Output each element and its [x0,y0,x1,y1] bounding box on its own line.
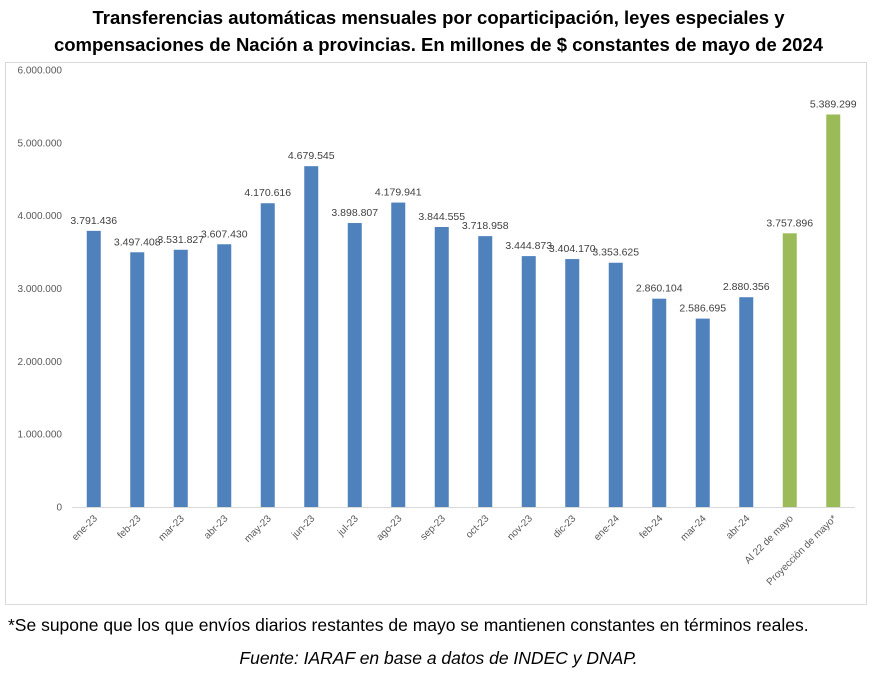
x-tick-label: jul-23 [335,513,361,539]
chart-title-line-2: compensaciones de Nación a provincias. E… [53,34,824,55]
bar-17 [782,233,797,507]
bar-10 [478,236,493,507]
bar-14 [652,298,667,507]
chart-title-line-1: Transferencias automáticas mensuales por… [92,7,785,28]
bar-2 [130,252,145,507]
x-tick-label: jun-23 [289,513,317,541]
data-label: 3.718.958 [462,220,509,232]
data-label: 3.898.807 [331,207,378,219]
x-tick-label: ene-23 [70,513,100,543]
bar-7 [347,223,362,507]
footnote: *Se supone que los que envíos diarios re… [8,615,809,635]
data-label: 5.389.299 [810,98,857,110]
bar-16 [739,297,754,507]
bar-9 [434,226,449,507]
x-tick-label: sep-23 [418,513,448,543]
bar-13 [608,262,623,507]
x-tick-label: feb-24 [638,513,666,541]
bar-6 [304,166,319,507]
chart-frame [5,62,867,605]
x-tick-label: oct-23 [464,513,492,541]
data-label: 3.844.555 [418,211,465,223]
bar-4 [217,244,232,507]
x-tick-label: nov-23 [505,513,535,543]
y-tick-label: 4.000.000 [18,211,63,222]
bar-11 [521,256,536,507]
y-tick-label: 0 [56,503,62,514]
data-label: 2.880.356 [723,281,770,293]
x-tick-label: dic-23 [551,513,578,540]
data-label: 3.497.408 [114,236,161,248]
data-label: 3.531.827 [157,234,204,246]
data-label: 4.170.616 [244,187,291,199]
data-label: 4.679.545 [288,150,335,162]
x-tick-label: may-23 [243,513,275,545]
data-label: 3.353.625 [592,247,639,259]
bar-chart: 0 1.000.000 2.000.000 3.000.000 4.000.000 5.0… [18,66,857,588]
y-tick-label: 3.000.000 [18,284,63,295]
data-label: 2.586.695 [679,303,726,315]
data-label: 3.404.170 [549,243,596,255]
x-tick-label: feb-23 [116,513,144,541]
data-label: 3.607.430 [201,228,248,240]
bar-18 [826,114,841,507]
data-label: 2.860.104 [636,283,683,295]
x-tick-label: abr-24 [724,513,753,542]
x-tick-label: abr-23 [202,513,231,542]
x-tick-label: ago-23 [375,513,405,543]
x-tick-label: ene-24 [592,513,622,543]
data-label: 3.791.436 [70,215,117,227]
chart-title: Transferencias automáticas mensuales por… [0,4,877,58]
bar-1 [86,230,101,508]
y-tick-label: 1.000.000 [18,430,63,441]
y-tick-label: 6.000.000 [18,66,63,77]
data-label: 4.179.941 [375,187,422,199]
data-label: 3.757.896 [766,217,813,229]
bar-8 [391,202,406,507]
bar-12 [565,259,580,507]
bar-15 [695,318,710,507]
bar-5 [260,203,275,508]
x-tick-label: mar-23 [157,513,187,543]
data-label: 3.444.873 [505,240,552,252]
x-tick-label: mar-24 [679,513,709,543]
y-tick-label: 5.000.000 [18,138,63,149]
bar-3 [173,249,188,508]
source-note: Fuente: IARAF en base a datos de INDEC y… [239,648,638,668]
y-tick-label: 2.000.000 [18,357,63,368]
